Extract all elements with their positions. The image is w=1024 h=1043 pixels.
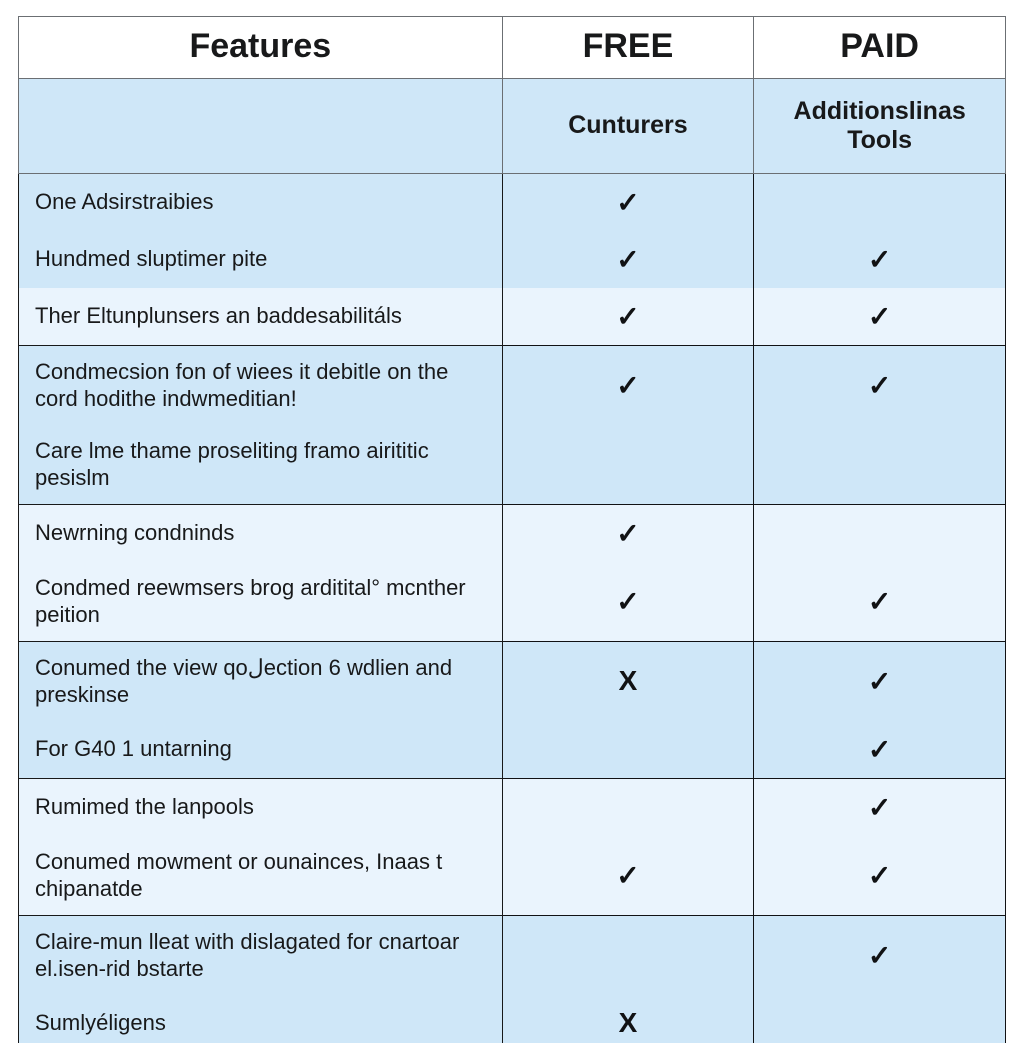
- table-body: One Adsirstraibies✓Hundmed sluptimer pit…: [19, 173, 1006, 1043]
- table-row: One Adsirstraibies ✓: [19, 173, 1006, 231]
- paid-cell: ✓: [754, 836, 1006, 916]
- free-cell: ✓: [502, 562, 754, 642]
- paid-cell: [754, 995, 1006, 1043]
- table-row: Claire-mun lleat with dislagated for cna…: [19, 915, 1006, 995]
- check-icon: ✓: [868, 370, 891, 401]
- table-row: Newrning condninds ✓: [19, 504, 1006, 562]
- subheader-paid: Additionslinas Tools: [754, 79, 1006, 174]
- free-cell: [502, 778, 754, 836]
- free-cell: ✓: [502, 504, 754, 562]
- free-cell: ✓: [502, 345, 754, 425]
- free-cell: X: [502, 641, 754, 721]
- free-cell: ✓: [502, 173, 754, 231]
- feature-cell: Conumed the view qoلection 6 wdlien and …: [19, 641, 503, 721]
- paid-cell: [754, 425, 1006, 505]
- free-cell: [502, 721, 754, 779]
- table-row: Condmecsion fon of wiees it debitle on t…: [19, 345, 1006, 425]
- check-icon: ✓: [868, 792, 891, 823]
- cross-icon: X: [619, 1007, 638, 1038]
- check-icon: ✓: [616, 860, 639, 891]
- feature-cell: Newrning condninds: [19, 504, 503, 562]
- paid-cell: ✓: [754, 345, 1006, 425]
- subheader-features-empty: [19, 79, 503, 174]
- table-row: For G40 1 untarning ✓: [19, 721, 1006, 779]
- table-row: Conumed mowment or ounainces, Inaas t ch…: [19, 836, 1006, 916]
- cross-icon: X: [619, 665, 638, 696]
- paid-cell: [754, 173, 1006, 231]
- table-row: Sumlyéligens X: [19, 995, 1006, 1043]
- subheader-paid-line2: Tools: [847, 126, 912, 154]
- header-row: Features FREE PAID: [19, 17, 1006, 79]
- check-icon: ✓: [868, 301, 891, 332]
- check-icon: ✓: [616, 518, 639, 549]
- check-icon: ✓: [616, 187, 639, 218]
- table-row: Hundmed sluptimer pite ✓ ✓: [19, 231, 1006, 288]
- feature-cell: Hundmed sluptimer pite: [19, 231, 503, 288]
- free-cell: [502, 425, 754, 505]
- paid-cell: ✓: [754, 641, 1006, 721]
- header-paid: PAID: [754, 17, 1006, 79]
- feature-cell: Ther Eltunplunsers an baddesabilitáls: [19, 288, 503, 346]
- paid-cell: ✓: [754, 231, 1006, 288]
- comparison-table: Features FREE PAID Cunturers Additionsli…: [18, 16, 1006, 1043]
- paid-cell: ✓: [754, 288, 1006, 346]
- check-icon: ✓: [868, 666, 891, 697]
- header-features: Features: [19, 17, 503, 79]
- table-row: Rumimed the lanpools ✓: [19, 778, 1006, 836]
- free-cell: ✓: [502, 836, 754, 916]
- feature-cell: Conumed mowment or ounainces, Inaas t ch…: [19, 836, 503, 916]
- feature-cell: Care lme thame proseliting framo airitit…: [19, 425, 503, 505]
- free-cell: ✓: [502, 231, 754, 288]
- subheader-paid-line1: Additionslinas: [794, 97, 966, 125]
- check-icon: ✓: [616, 244, 639, 275]
- free-cell: X: [502, 995, 754, 1043]
- subheader-row: Cunturers Additionslinas Tools: [19, 79, 1006, 174]
- subheader-free: Cunturers: [502, 79, 754, 174]
- check-icon: ✓: [616, 370, 639, 401]
- paid-cell: ✓: [754, 562, 1006, 642]
- check-icon: ✓: [868, 734, 891, 765]
- check-icon: ✓: [868, 940, 891, 971]
- free-cell: [502, 915, 754, 995]
- feature-cell: Rumimed the lanpools: [19, 778, 503, 836]
- table-row: Conumed the view qoلection 6 wdlien and …: [19, 641, 1006, 721]
- paid-cell: [754, 504, 1006, 562]
- feature-cell: Claire-mun lleat with dislagated for cna…: [19, 915, 503, 995]
- feature-cell: Condmecsion fon of wiees it debitle on t…: [19, 345, 503, 425]
- feature-cell: For G40 1 untarning: [19, 721, 503, 779]
- table-row: Care lme thame proseliting framo airitit…: [19, 425, 1006, 505]
- paid-cell: ✓: [754, 721, 1006, 779]
- feature-cell: One Adsirstraibies: [19, 173, 503, 231]
- table-row: Ther Eltunplunsers an baddesabilitáls ✓ ✓: [19, 288, 1006, 346]
- check-icon: ✓: [616, 586, 639, 617]
- check-icon: ✓: [868, 586, 891, 617]
- header-free: FREE: [502, 17, 754, 79]
- paid-cell: ✓: [754, 778, 1006, 836]
- check-icon: ✓: [616, 301, 639, 332]
- feature-cell: Condmed reewmsers brog arditital° mcnthe…: [19, 562, 503, 642]
- table-row: Condmed reewmsers brog arditital° mcnthe…: [19, 562, 1006, 642]
- paid-cell: ✓: [754, 915, 1006, 995]
- free-cell: ✓: [502, 288, 754, 346]
- feature-cell: Sumlyéligens: [19, 995, 503, 1043]
- check-icon: ✓: [868, 244, 891, 275]
- check-icon: ✓: [868, 860, 891, 891]
